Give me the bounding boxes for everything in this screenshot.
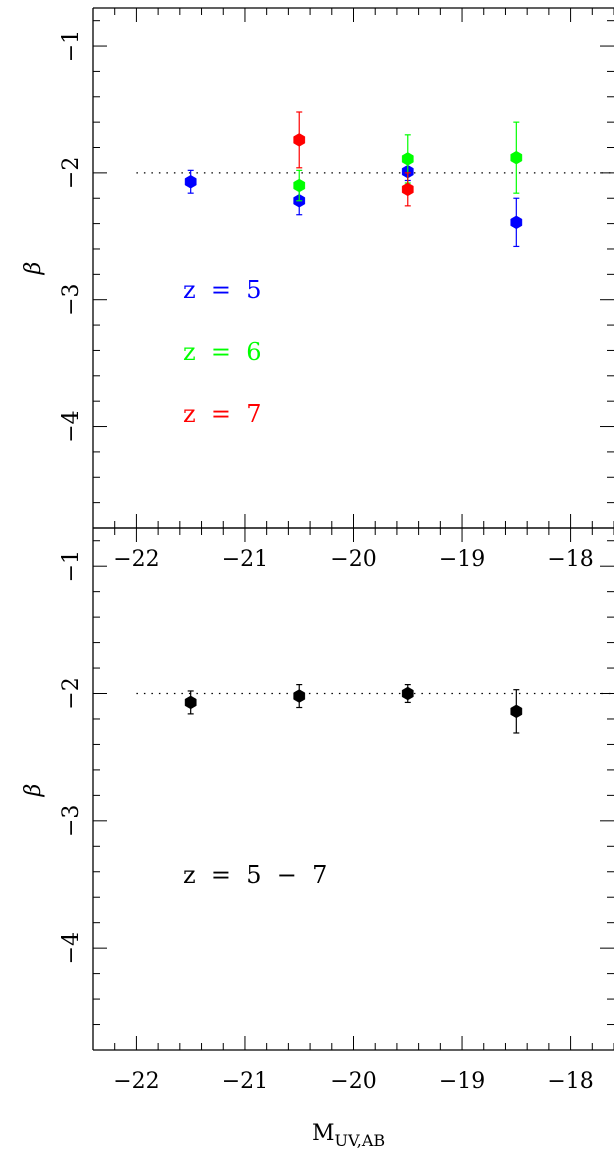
data-point: [401, 152, 414, 166]
panel-bottom: −22 −21 −20 −19 −18 −1 −2 −3 −4 z = 5 − 7: [59, 527, 614, 1094]
data-point: [293, 133, 306, 147]
panel-top: −22 −21 −20 −19 −18 −1 −2 −3 −4 z = 5 z = 6 z = 7: [59, 7, 614, 572]
x-tick-label: −22: [113, 1069, 159, 1094]
data-point: [401, 182, 414, 197]
y-axis-title-bottom: β: [21, 784, 46, 798]
x-axis-title: MUV,AB: [312, 1121, 385, 1150]
data-point: [293, 689, 306, 703]
legend-label: z = 5: [183, 276, 262, 304]
y-tick-label: −2: [59, 677, 84, 709]
y-tick-label: −4: [59, 410, 84, 442]
x-tick-label: −18: [547, 1069, 593, 1094]
x-tick-label: −19: [439, 547, 485, 572]
data-point: [510, 215, 523, 230]
y-tick-label: −1: [59, 550, 84, 582]
data-point: [401, 686, 414, 701]
y-axis-title-top: β: [21, 262, 46, 276]
x-tick-label: −19: [439, 1069, 485, 1094]
x-axis-title-main: M: [312, 1121, 335, 1146]
x-tick-label: −21: [222, 547, 268, 572]
x-tick-label: −21: [222, 1069, 268, 1094]
x-tick-label: −20: [330, 547, 376, 572]
data-point: [510, 150, 523, 165]
legend-label: z = 5 − 7: [183, 861, 327, 889]
x-tick-label: −22: [113, 547, 159, 572]
y-tick-label: −3: [59, 805, 84, 837]
y-tick-label: −3: [59, 283, 84, 315]
data-point: [184, 174, 197, 189]
x-tick-label: −18: [547, 547, 593, 572]
y-tick-label: −1: [59, 30, 84, 62]
legend-label: z = 6: [183, 338, 262, 366]
legend-label: z = 7: [183, 400, 262, 428]
x-tick-label: −20: [330, 1069, 376, 1094]
x-axis-title-sub: UV,AB: [335, 1131, 386, 1150]
y-tick-label: −4: [59, 932, 84, 964]
data-point: [184, 695, 197, 710]
y-tick-label: −2: [59, 157, 84, 189]
data-point: [293, 178, 306, 193]
data-point: [510, 704, 523, 719]
